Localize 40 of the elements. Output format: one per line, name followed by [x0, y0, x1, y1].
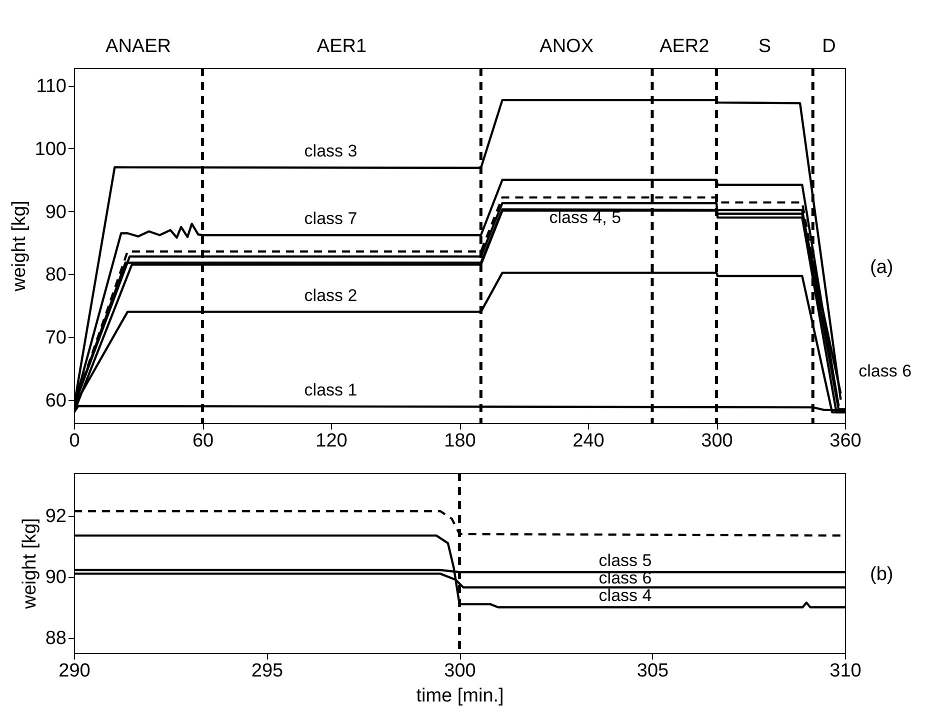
- x-tick-label: 310: [830, 660, 862, 682]
- x-tick-label: 60: [192, 430, 214, 452]
- text: D: [822, 36, 836, 57]
- text: S: [758, 36, 772, 57]
- text: ANAER: [106, 36, 171, 57]
- x-tick-label: 295: [251, 660, 284, 682]
- series-label: class 7: [304, 209, 358, 228]
- x-tick-label: 290: [58, 660, 90, 682]
- series-label: class 3: [304, 142, 358, 161]
- y-tick-label: 100: [34, 138, 66, 160]
- y-axis-title: weight [kg]: [8, 200, 30, 292]
- series-label: class 6: [858, 361, 912, 380]
- y-tick-label: 92: [45, 506, 66, 528]
- x-tick-label: 300: [701, 430, 733, 452]
- x-tick-label: 0: [69, 430, 80, 452]
- y-axis-title: weight [kg]: [19, 518, 40, 610]
- y-tick-label: 88: [45, 628, 66, 650]
- text: AER2: [660, 36, 710, 57]
- x-axis-title: time [min.]: [416, 686, 504, 706]
- series-label: class 4, 5: [549, 208, 622, 228]
- y-tick-label: 110: [36, 76, 66, 98]
- text: (b): [870, 564, 894, 585]
- x-tick-label: 305: [636, 660, 669, 682]
- series-label: class 1: [304, 380, 358, 400]
- series-label: class 5: [598, 551, 652, 570]
- y-tick-label: 90: [45, 567, 66, 588]
- x-tick-label: 120: [316, 430, 348, 452]
- x-tick-label: 180: [444, 430, 476, 452]
- text: (a): [870, 256, 894, 278]
- y-tick-label: 60: [45, 390, 66, 412]
- x-tick-label: 240: [572, 430, 604, 452]
- series-label: class 4: [598, 586, 652, 606]
- text: AER1: [316, 36, 367, 57]
- y-tick-label: 70: [45, 327, 66, 348]
- series-label: class 2: [304, 286, 358, 305]
- y-tick-label: 80: [45, 264, 66, 286]
- x-tick-label: 300: [444, 660, 476, 682]
- x-tick-label: 360: [830, 430, 862, 452]
- y-tick-label: 90: [45, 202, 66, 223]
- text: ANOX: [540, 36, 594, 57]
